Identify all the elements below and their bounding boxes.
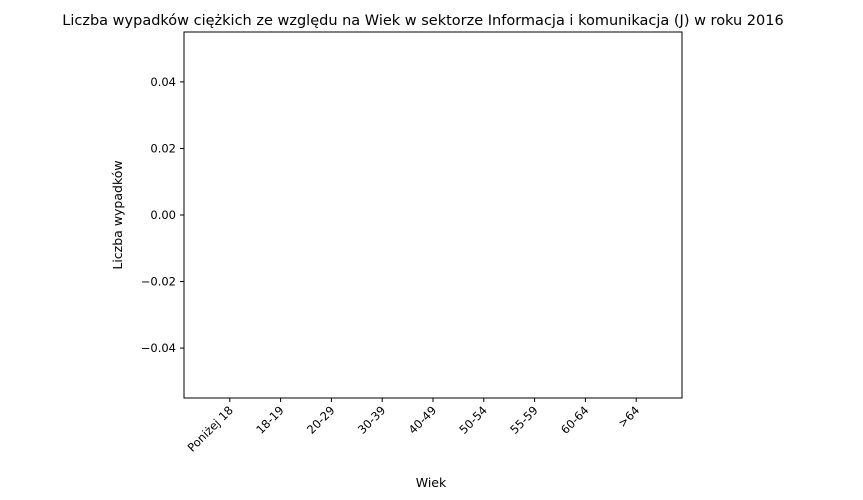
y-axis: −0.04 −0.02 0.00 0.02 0.04	[141, 75, 184, 355]
y-tick-label: −0.04	[141, 341, 176, 355]
x-tick-label: 20-29	[304, 403, 338, 437]
x-axis-label: Wiek	[416, 475, 447, 490]
x-tick-label: 60-64	[558, 403, 592, 437]
y-tick-label: 0.04	[150, 75, 176, 89]
x-axis: Poniżej 18 18-19 20-29 30-39 40-49 50-54 55-59…	[185, 398, 642, 455]
x-tick-label: Poniżej 18	[185, 403, 236, 454]
x-tick-label: 55-59	[507, 403, 541, 437]
y-tick-label: 0.02	[150, 141, 176, 155]
y-tick-label: 0.00	[150, 208, 176, 222]
x-tick-label: 18-19	[253, 403, 287, 437]
x-tick-label: >64	[615, 403, 642, 430]
x-tick-label: 50-54	[456, 403, 490, 437]
plot-frame	[183, 31, 683, 399]
x-tick-label: 40-49	[406, 403, 440, 437]
x-tick-label: 30-39	[355, 403, 389, 437]
y-axis-label: Liczba wypadków	[110, 160, 125, 269]
chart-title: Liczba wypadków ciężkich ze względu na W…	[62, 13, 783, 29]
y-tick-label: −0.02	[141, 275, 176, 289]
